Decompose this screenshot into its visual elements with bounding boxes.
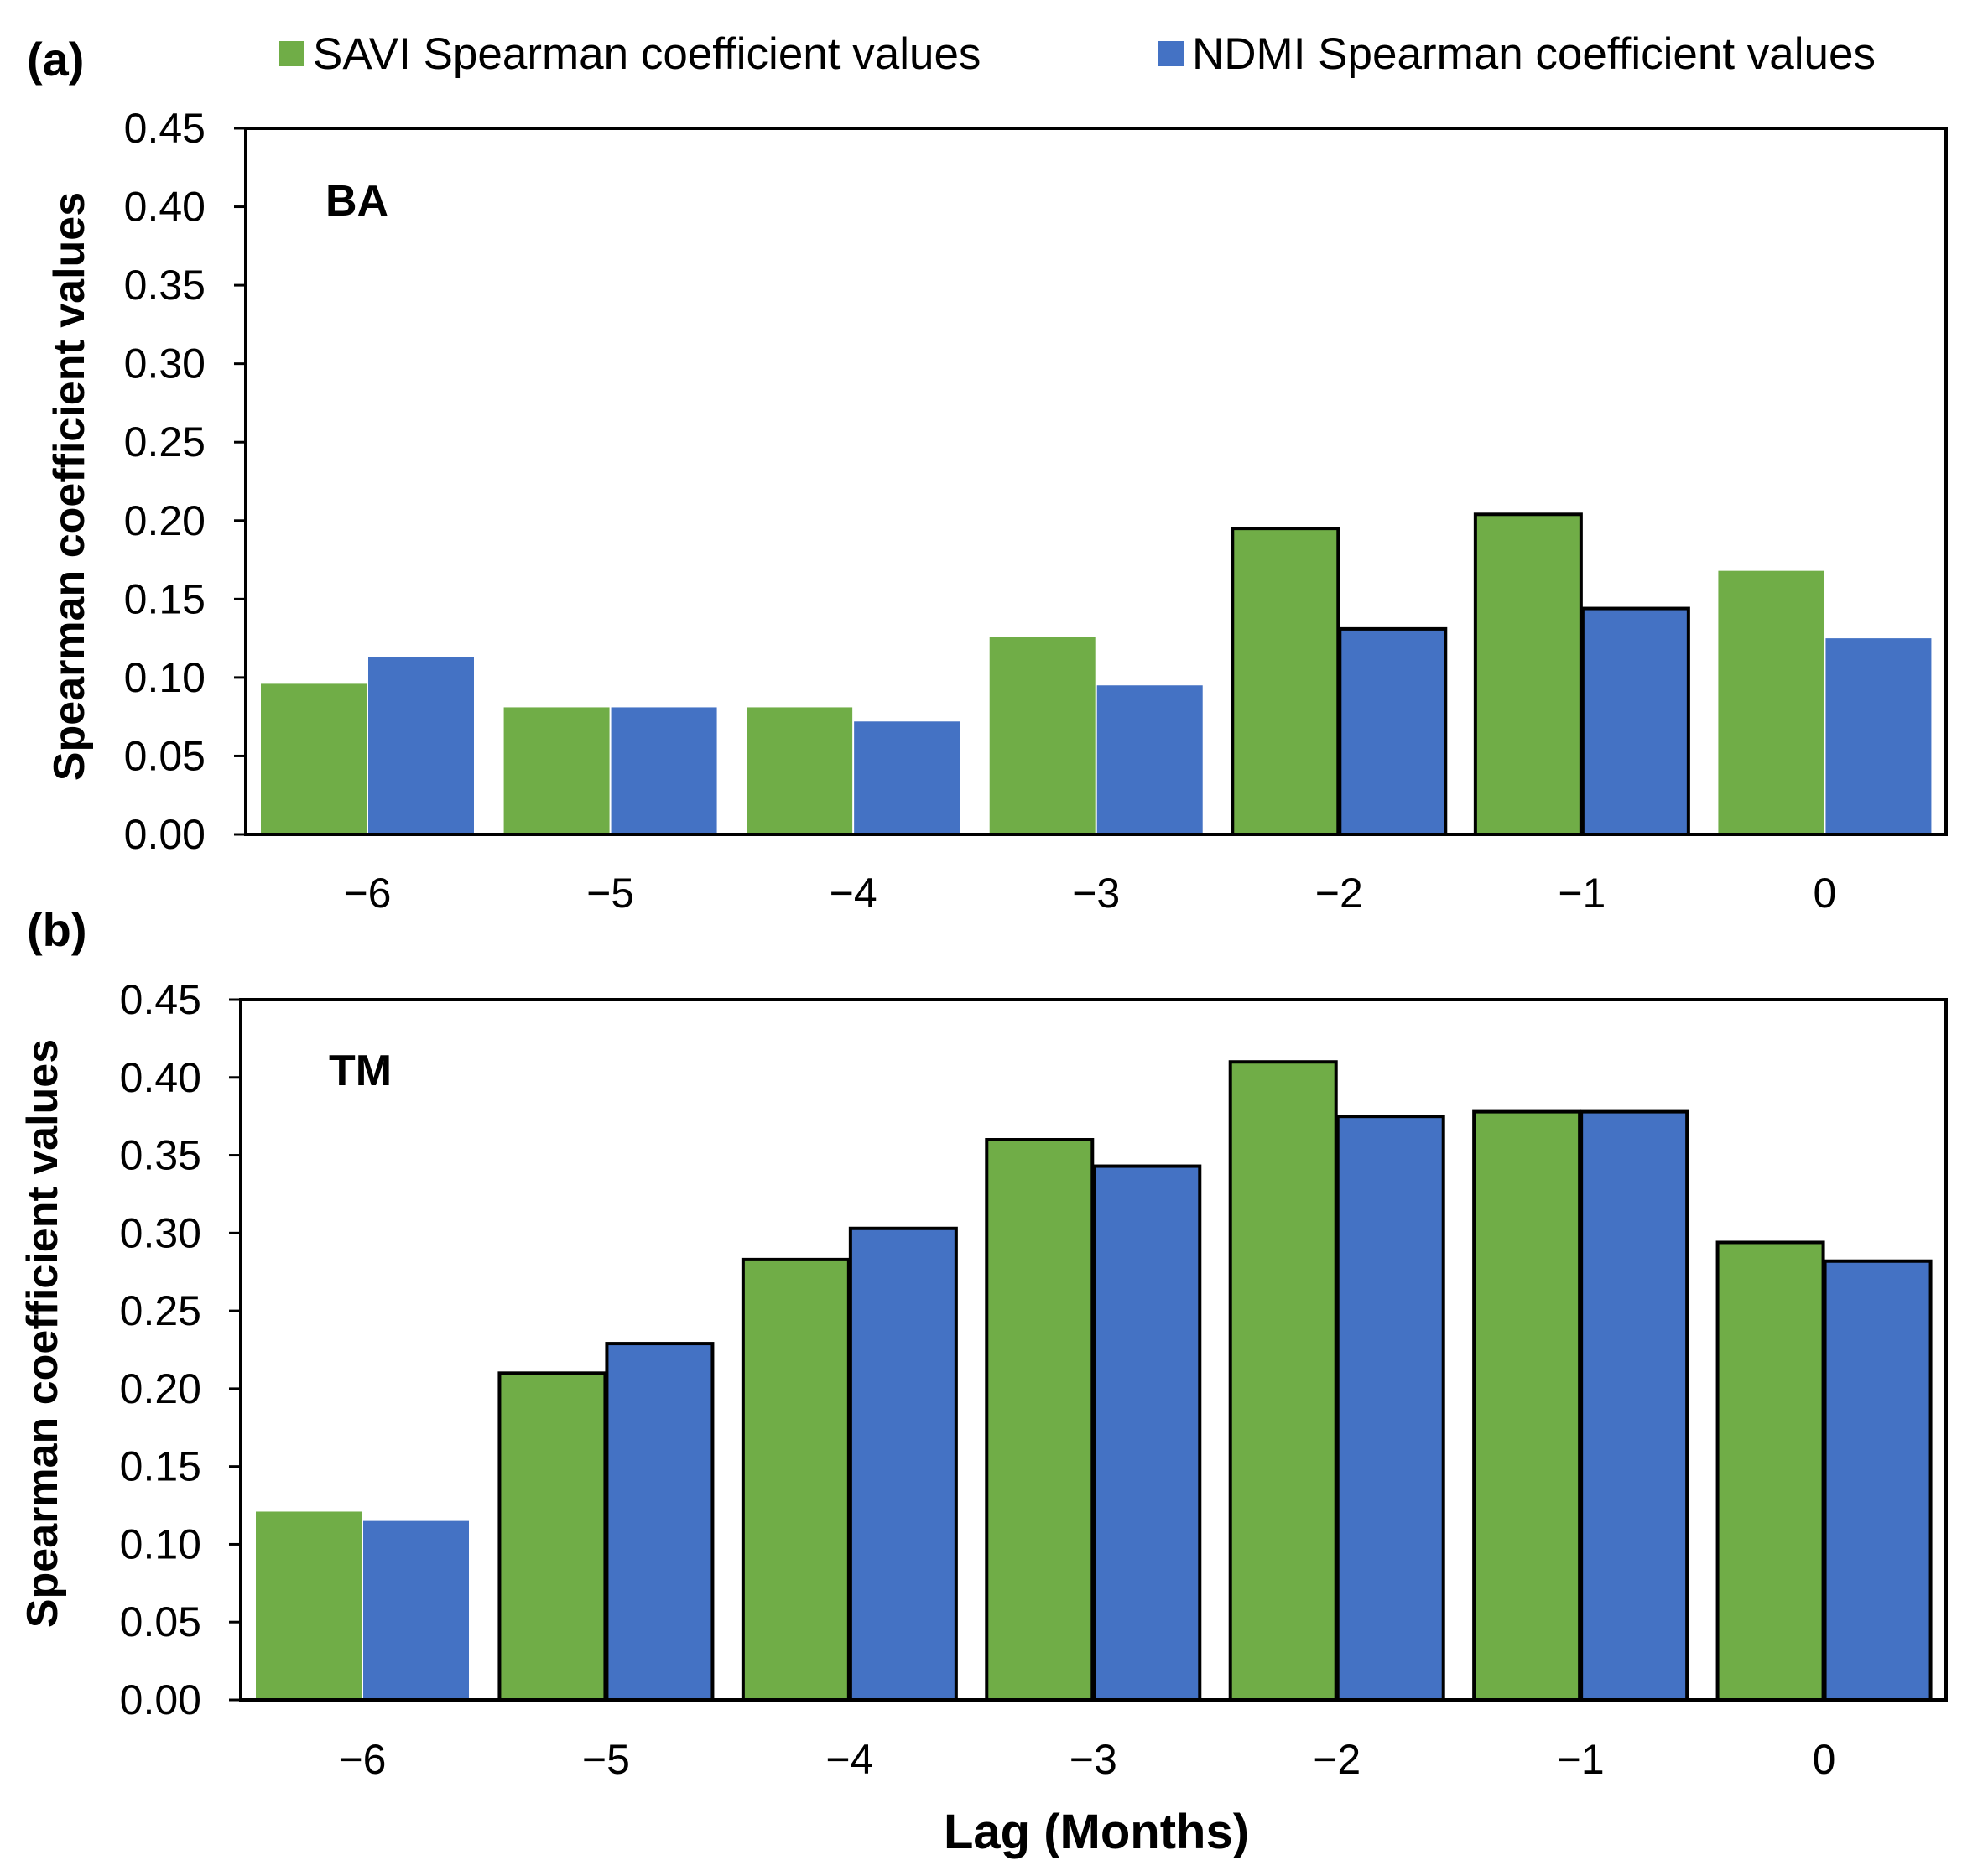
panel-label-tm: TM: [329, 1047, 392, 1095]
y-axis-label-a: Spearman coefficient values: [45, 192, 94, 781]
chart-panel-a: (a) Spearman coefficient values 0.00 0.05…: [27, 33, 1948, 917]
y-tick-label: 0.45: [124, 105, 206, 152]
bar-ndmi: [605, 1342, 715, 1702]
x-ticks-b: −6 −5 −4 −3 −2 −1 0: [338, 1736, 1835, 1783]
bar-savi: [497, 1371, 607, 1702]
y-tick-label: 0.40: [124, 184, 206, 231]
chart-panel-b: (b) Spearman coefficient values 0.00 0.05…: [18, 903, 1948, 1859]
y-tick-label: 0.25: [124, 418, 206, 465]
bar-savi: [1228, 1060, 1338, 1702]
x-tick-label: −3: [1070, 1736, 1117, 1783]
plot-frame-b: [239, 998, 1948, 1702]
panel-tag-b: (b): [27, 903, 87, 956]
bar-savi: [1231, 527, 1340, 837]
bar-ndmi: [1092, 1164, 1202, 1702]
y-tick-label: 0.00: [124, 811, 206, 858]
y-tick-label: 0.10: [124, 654, 206, 701]
bar-ndmi: [368, 657, 474, 834]
y-tick-label: 0.45: [120, 976, 201, 1023]
legend-label-ndmi: NDMI Spearman coefficient values: [1192, 29, 1876, 79]
bar-savi: [985, 1138, 1095, 1702]
bar-ndmi: [848, 1226, 958, 1702]
panel-label-ba: BA: [325, 177, 388, 226]
bar-ndmi: [1338, 626, 1448, 837]
y-tick-label: 0.05: [124, 732, 206, 779]
bar-ndmi: [1335, 1115, 1445, 1702]
y-ticks-a: 0.00 0.05 0.10 0.15 0.20 0.25 0.30 0.35 0.40 0.45: [124, 105, 246, 858]
bar-savi: [741, 1257, 851, 1702]
y-axis-label-b: Spearman coefficient values: [18, 1039, 67, 1628]
bar-ndmi: [611, 707, 717, 834]
bar-savi: [747, 707, 853, 834]
x-tick-label: −2: [1313, 1736, 1361, 1783]
x-tick-label: −1: [1558, 870, 1606, 917]
legend-item-savi: SAVI Spearman coefficient values: [279, 29, 981, 79]
x-tick-label: 0: [1813, 1736, 1836, 1783]
bars-b: [256, 1060, 1933, 1702]
y-tick-label: 0.30: [120, 1209, 201, 1256]
bar-savi: [1472, 1109, 1582, 1702]
x-tick-label: 0: [1814, 870, 1837, 917]
legend: SAVI Spearman coefficient values NDMI Sp…: [279, 29, 1876, 79]
legend-swatch-savi: [279, 41, 304, 66]
y-tick-label: 0.05: [120, 1598, 201, 1645]
bar-savi: [261, 683, 367, 834]
bar-ndmi: [1580, 606, 1690, 836]
legend-swatch-ndmi: [1158, 41, 1184, 66]
bar-savi: [1473, 512, 1583, 836]
panel-tag-a: (a): [27, 33, 84, 86]
y-tick-label: 0.00: [120, 1676, 201, 1723]
x-tick-label: −2: [1315, 870, 1363, 917]
bar-savi: [989, 637, 1096, 834]
bar-ndmi: [1580, 1109, 1689, 1702]
y-tick-label: 0.35: [124, 262, 206, 309]
x-tick-label: −5: [582, 1736, 630, 1783]
y-tick-label: 0.30: [124, 340, 206, 387]
bars-a: [261, 512, 1932, 837]
bar-savi: [1715, 1240, 1825, 1702]
bar-ndmi: [854, 721, 960, 834]
y-tick-label: 0.25: [120, 1287, 201, 1334]
bar-savi: [503, 707, 610, 834]
legend-label-savi: SAVI Spearman coefficient values: [313, 29, 981, 79]
x-tick-label: −3: [1072, 870, 1120, 917]
x-tick-label: −1: [1557, 1736, 1605, 1783]
y-tick-label: 0.10: [120, 1520, 201, 1567]
y-tick-label: 0.20: [120, 1365, 201, 1412]
x-axis-label: Lag (Months): [944, 1805, 1249, 1859]
x-tick-label: −6: [343, 870, 391, 917]
x-tick-label: −4: [825, 1736, 873, 1783]
bar-savi: [256, 1511, 362, 1700]
y-tick-label: 0.35: [120, 1132, 201, 1179]
y-ticks-b: 0.00 0.05 0.10 0.15 0.20 0.25 0.30 0.35 0.40 0.45: [120, 976, 241, 1723]
y-tick-label: 0.15: [120, 1443, 201, 1490]
y-tick-label: 0.20: [124, 497, 206, 544]
legend-item-ndmi: NDMI Spearman coefficient values: [1158, 29, 1876, 79]
bar-ndmi: [1096, 685, 1203, 834]
bar-ndmi: [1825, 638, 1932, 834]
plot-frame-a: [244, 127, 1948, 836]
bar-ndmi: [363, 1520, 469, 1700]
x-tick-label: −5: [586, 870, 634, 917]
y-tick-label: 0.40: [120, 1054, 201, 1101]
y-tick-label: 0.15: [124, 575, 206, 622]
x-ticks-a: −6 −5 −4 −3 −2 −1 0: [343, 870, 1836, 917]
bar-savi: [1718, 570, 1824, 834]
bar-ndmi: [1823, 1259, 1933, 1702]
x-tick-label: −4: [830, 870, 877, 917]
x-tick-label: −6: [338, 1736, 386, 1783]
